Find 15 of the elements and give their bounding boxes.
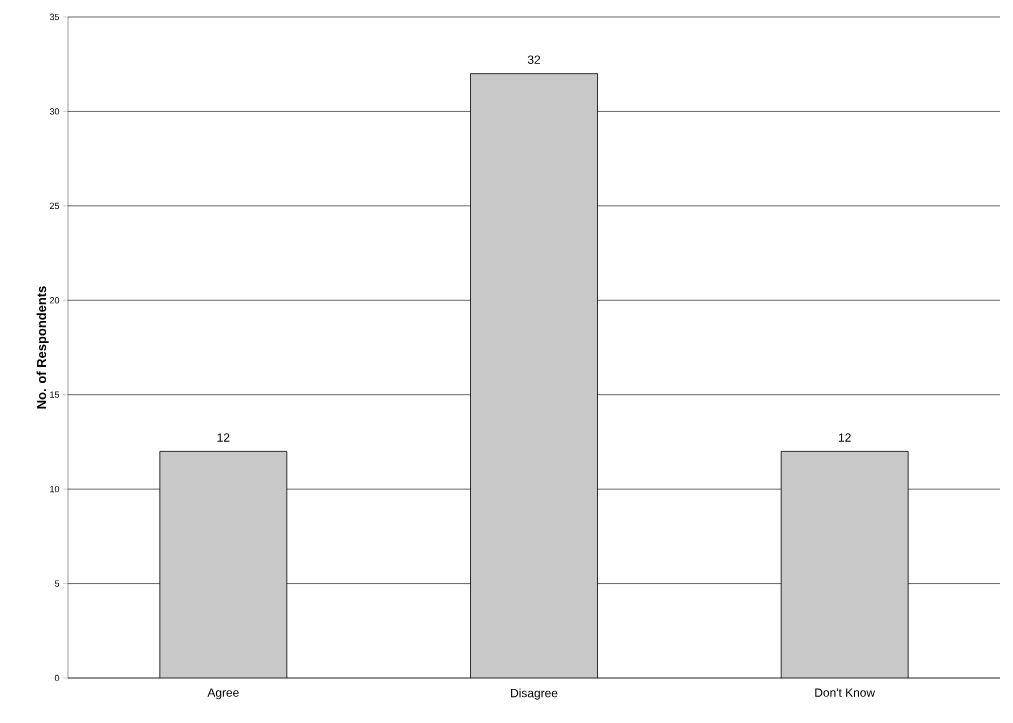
- y-tick-label: 5: [54, 580, 60, 587]
- data-label: 12: [217, 433, 230, 442]
- y-tick-label: 0: [54, 674, 60, 682]
- x-tick-label: Don't Know: [815, 688, 876, 697]
- y-tick-label: 10: [50, 485, 60, 493]
- y-tick-label: 25: [49, 202, 60, 210]
- y-tick-label: 30: [49, 108, 60, 115]
- y-tick-label: 15: [50, 391, 60, 398]
- y-tick-label: 20: [49, 297, 60, 304]
- y-tick-label: 35: [49, 13, 60, 21]
- x-tick-label: Disagree: [511, 688, 558, 700]
- y-axis-title: No. of Respondents: [36, 286, 49, 409]
- x-tick-label: Agree: [207, 688, 239, 700]
- data-label: 12: [838, 433, 851, 442]
- data-label: 32: [527, 55, 541, 64]
